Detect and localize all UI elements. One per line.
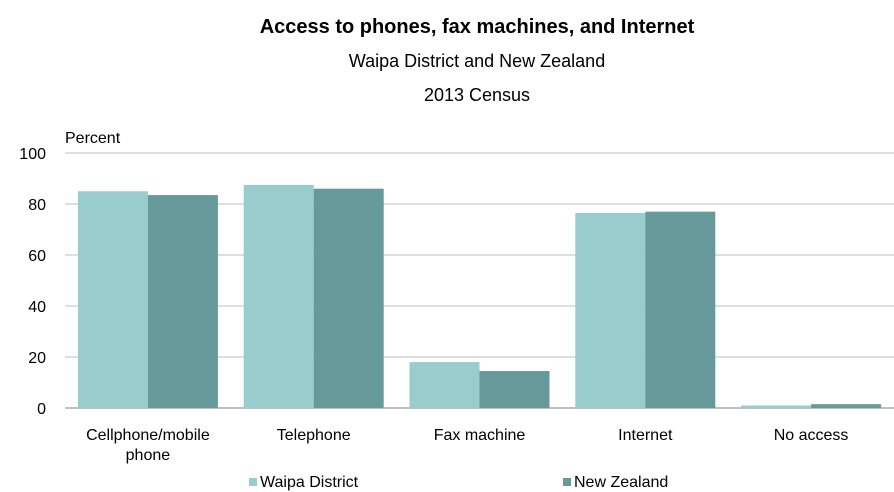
x-tick-label-0: Cellphone/mobile phone	[86, 427, 210, 464]
chart-subtitle: Waipa District and New Zealand	[349, 51, 605, 71]
x-tick-label-2: Fax machine	[434, 427, 526, 444]
bar-new-zealand-1	[313, 188, 384, 408]
legend-swatch-waipa-district	[249, 478, 257, 486]
y-tick-label-20: 20	[28, 350, 46, 367]
y-tick-label-60: 60	[28, 248, 46, 265]
x-tick-label-1: Telephone	[277, 427, 351, 444]
bar-waipa-district-4	[741, 405, 812, 408]
legend-swatch-new-zealand	[563, 478, 571, 486]
bar-new-zealand-0	[147, 195, 218, 408]
bar-waipa-district-0	[77, 191, 148, 408]
x-tick-labels: Cellphone/mobile phone Telephone Fax machin…	[86, 427, 848, 464]
y-tick-label-0: 0	[37, 401, 46, 418]
bar-waipa-district-1	[243, 184, 314, 408]
y-tick-label-100: 100	[19, 146, 46, 163]
y-tick-labels: 0 20 40 60 80 100	[19, 146, 46, 418]
bar-waipa-district-2	[409, 362, 480, 408]
y-tick-label-80: 80	[28, 197, 46, 214]
legend: Waipa District New Zealand	[249, 474, 668, 491]
chart-title: Access to phones, fax machines, and Inte…	[260, 16, 695, 38]
bar-waipa-district-3	[575, 212, 646, 408]
y-tick-label-40: 40	[28, 299, 46, 316]
bar-new-zealand-3	[645, 211, 716, 408]
x-tick-label-3: Internet	[618, 427, 673, 444]
legend-label-waipa-district: Waipa District	[260, 474, 359, 491]
bar-new-zealand-2	[479, 371, 550, 408]
x-tick-label-4: No access	[774, 427, 849, 444]
chart-subtitle-year: 2013 Census	[424, 85, 530, 105]
y-axis-label: Percent	[65, 130, 121, 147]
bars	[77, 184, 882, 408]
legend-label-new-zealand: New Zealand	[574, 474, 668, 491]
bar-new-zealand-4	[811, 404, 882, 408]
